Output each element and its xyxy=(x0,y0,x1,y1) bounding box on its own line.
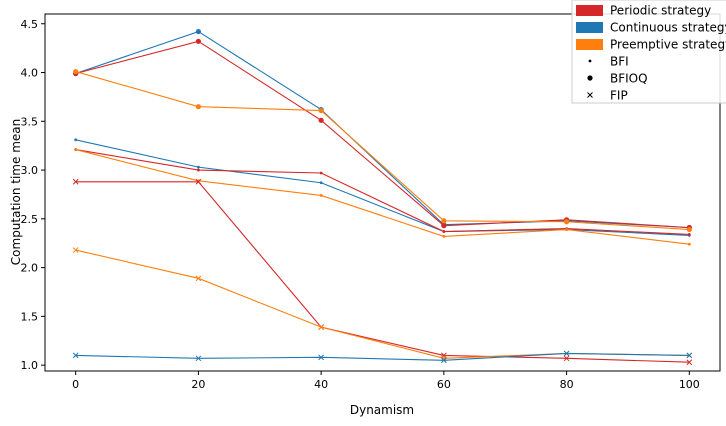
data-point xyxy=(563,350,570,357)
y-tick-label: 3.5 xyxy=(21,115,39,128)
data-point xyxy=(687,242,691,246)
data-point xyxy=(74,138,78,142)
data-point xyxy=(441,223,447,229)
y-tick-label: 3.0 xyxy=(21,164,39,177)
legend-label: Periodic strategy xyxy=(610,4,711,18)
series-line xyxy=(75,40,690,229)
x-tick-label: 40 xyxy=(314,378,328,391)
data-point xyxy=(195,178,202,185)
series-line xyxy=(75,139,690,236)
data-point xyxy=(72,178,79,185)
series-preemptive-bfioq xyxy=(73,68,692,233)
legend-label: BFIOQ xyxy=(610,72,648,86)
legend-label: BFI xyxy=(610,55,629,69)
legend-label: FIP xyxy=(610,89,628,103)
data-point xyxy=(318,107,324,114)
data-point xyxy=(565,228,568,231)
legend: Periodic strategy Continuous strategy Pree… xyxy=(571,0,726,104)
y-tick-label: 4.5 xyxy=(21,18,39,31)
y-tick-label: 1.0 xyxy=(21,359,39,372)
data-point xyxy=(563,219,570,225)
data-point xyxy=(686,359,693,366)
data-point xyxy=(197,168,200,172)
data-point xyxy=(195,275,202,282)
data-point xyxy=(442,230,446,233)
data-point xyxy=(195,104,202,110)
legend-item-bfi: BFI xyxy=(588,55,629,69)
data-point xyxy=(441,357,447,364)
legend-swatch xyxy=(576,5,603,16)
axes-layer: 0 20 40 60 80 100 1.0 1.5 2.0 2.5 3.0 3.5 4.0 4.5 xyxy=(21,18,700,391)
legend-item-fip: FIP xyxy=(587,89,628,103)
series-line xyxy=(75,149,690,235)
series-line xyxy=(75,181,690,363)
data-point xyxy=(197,165,200,169)
y-tick-label: 1.5 xyxy=(21,310,39,323)
legend-item-periodic: Periodic strategy xyxy=(576,4,711,18)
x-tick-label: 0 xyxy=(72,378,79,391)
data-point xyxy=(195,28,202,35)
data-point xyxy=(74,148,78,151)
y-tick-label: 4.0 xyxy=(21,67,39,80)
legend-marker xyxy=(587,92,593,98)
series-line xyxy=(75,71,690,231)
data-point xyxy=(72,247,79,253)
legend-marker xyxy=(587,75,593,81)
data-point xyxy=(563,355,570,362)
data-point xyxy=(73,68,79,75)
legend-swatch xyxy=(576,22,603,33)
legend-item-bfioq: BFIOQ xyxy=(587,72,648,86)
series-continuous-fip xyxy=(72,350,693,364)
x-tick-label: 100 xyxy=(679,378,700,391)
data-point xyxy=(319,181,323,185)
data-point xyxy=(72,352,79,359)
data-point xyxy=(686,352,693,359)
legend-item-preemptive: Preemptive strategy xyxy=(576,38,726,52)
legend-item-continuous: Continuous strategy xyxy=(576,21,726,35)
series-layer xyxy=(72,28,693,366)
legend-label: Preemptive strategy xyxy=(610,38,726,52)
data-point xyxy=(318,354,324,361)
data-point xyxy=(441,218,447,224)
y-axis-title: Computation time mean xyxy=(9,119,23,265)
series-line xyxy=(75,30,690,229)
y-tick-label: 2.5 xyxy=(21,213,39,226)
data-point xyxy=(195,355,202,362)
x-tick-label: 80 xyxy=(560,378,574,391)
series-preemptive-bfi xyxy=(74,148,691,246)
legend-marker xyxy=(588,59,592,63)
data-point xyxy=(687,233,691,236)
x-tick-label: 60 xyxy=(437,378,451,391)
legend-box xyxy=(571,0,726,104)
data-point xyxy=(195,38,202,44)
data-point xyxy=(318,324,324,330)
legend-label: Continuous strategy xyxy=(610,21,726,35)
x-tick-label: 20 xyxy=(191,378,205,391)
data-point xyxy=(319,171,323,175)
data-point xyxy=(319,194,323,197)
legend-swatch xyxy=(576,39,603,50)
series-line xyxy=(75,352,690,361)
x-axis-title: Dynamism xyxy=(350,403,414,417)
data-point xyxy=(318,117,324,123)
data-point xyxy=(442,234,446,238)
y-tick-label: 2.0 xyxy=(21,262,39,275)
series-line xyxy=(75,149,690,245)
data-point xyxy=(686,226,692,233)
